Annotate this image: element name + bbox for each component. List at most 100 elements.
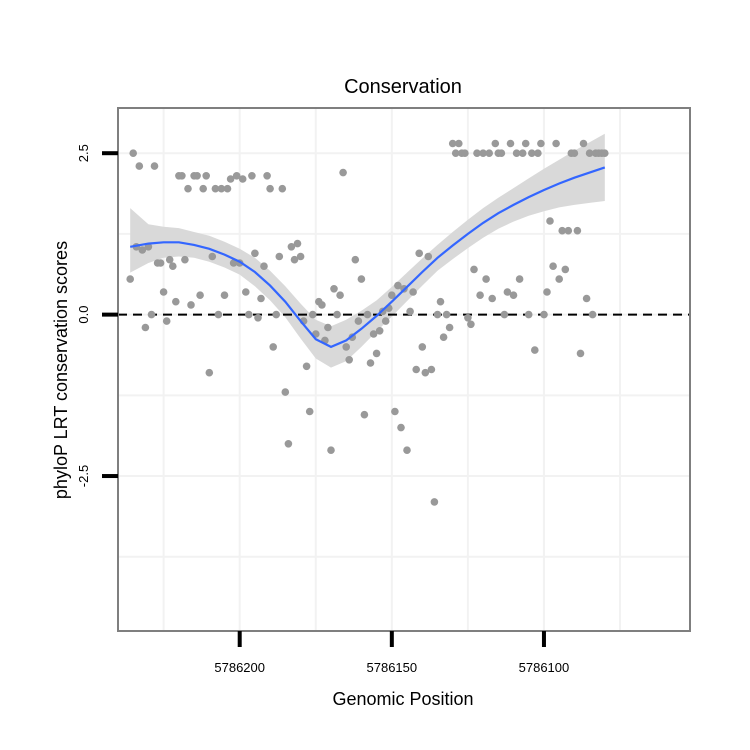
data-point <box>470 265 478 274</box>
data-point <box>126 275 134 283</box>
data-point <box>473 149 481 157</box>
data-point <box>135 162 144 170</box>
data-point <box>369 330 378 338</box>
data-point <box>503 288 512 296</box>
data-point <box>412 365 421 374</box>
y-tick-label: -2.5 <box>76 465 91 487</box>
data-point <box>524 310 533 319</box>
data-point <box>372 349 381 358</box>
data-point <box>208 252 217 261</box>
data-point <box>436 297 445 306</box>
data-point <box>202 172 210 180</box>
data-point <box>242 288 250 296</box>
data-point <box>187 301 195 309</box>
data-point <box>531 346 539 354</box>
data-point <box>229 259 238 267</box>
data-point <box>570 149 579 157</box>
data-point <box>278 184 287 193</box>
data-point <box>601 149 609 157</box>
x-tick-label: 5786100 <box>519 660 570 675</box>
data-point <box>540 310 548 319</box>
data-point <box>518 149 527 157</box>
data-point <box>263 172 271 180</box>
data-point <box>287 243 296 251</box>
data-point <box>415 249 424 258</box>
data-point <box>375 327 384 335</box>
data-point <box>464 314 472 322</box>
data-point <box>238 175 247 183</box>
data-point <box>546 217 554 225</box>
data-point <box>339 168 347 177</box>
data-point <box>330 285 338 293</box>
data-point <box>226 175 235 183</box>
data-point <box>497 149 506 157</box>
data-point <box>214 310 223 319</box>
data-point <box>302 362 311 371</box>
y-tick-label: 0.0 <box>76 306 91 324</box>
data-point <box>476 291 484 300</box>
data-point <box>467 320 475 329</box>
data-point <box>424 252 433 261</box>
data-point <box>558 226 566 235</box>
data-point <box>169 262 177 271</box>
data-point <box>515 275 524 283</box>
data-point <box>363 310 372 319</box>
confidence-band-area <box>130 133 605 368</box>
data-point <box>394 281 402 290</box>
data-point <box>284 440 293 448</box>
data-point <box>217 184 226 193</box>
data-points <box>126 139 609 506</box>
data-point <box>588 310 597 319</box>
data-point <box>360 410 369 419</box>
data-point <box>232 172 241 180</box>
y-axis-ticks: 2.5 0.0 -2.5 <box>76 144 118 487</box>
data-point <box>266 184 274 193</box>
y-axis-title: phyloP LRT conservation scores <box>51 241 71 499</box>
data-point <box>455 139 463 148</box>
data-point <box>482 275 490 283</box>
data-point <box>543 288 551 296</box>
x-axis-title: Genomic Position <box>332 689 473 709</box>
data-point <box>178 172 186 180</box>
confidence-band <box>130 133 605 368</box>
data-point <box>576 349 585 358</box>
data-point <box>491 139 500 148</box>
data-point <box>427 365 436 374</box>
data-point <box>159 288 168 296</box>
data-point <box>406 307 414 316</box>
data-point <box>290 255 299 264</box>
data-point <box>506 139 515 148</box>
data-point <box>138 246 147 254</box>
x-tick-label: 5786150 <box>367 660 418 675</box>
y-tick-label: 2.5 <box>76 144 91 162</box>
data-point <box>461 149 469 157</box>
data-point <box>251 249 259 258</box>
data-point <box>181 255 189 264</box>
data-point <box>327 446 335 455</box>
data-point <box>448 139 457 148</box>
data-point <box>333 310 341 319</box>
data-point <box>445 323 454 332</box>
data-point <box>582 294 591 303</box>
data-point <box>485 149 494 157</box>
data-point <box>391 407 399 416</box>
data-point <box>318 301 326 309</box>
data-point <box>512 149 521 157</box>
data-point <box>555 275 563 283</box>
data-point <box>342 343 351 351</box>
data-point <box>388 291 396 300</box>
data-point <box>439 333 448 342</box>
data-point <box>205 368 214 377</box>
data-point <box>223 184 232 193</box>
data-point <box>275 252 284 261</box>
data-point <box>272 310 281 319</box>
data-point <box>521 139 530 148</box>
data-point <box>220 291 229 300</box>
x-axis-ticks: 5786200 5786150 5786100 <box>214 631 569 675</box>
data-point <box>451 149 460 157</box>
data-point <box>528 149 536 157</box>
data-point <box>293 239 302 248</box>
chart-title: Conservation <box>344 76 462 98</box>
data-point <box>162 317 171 325</box>
